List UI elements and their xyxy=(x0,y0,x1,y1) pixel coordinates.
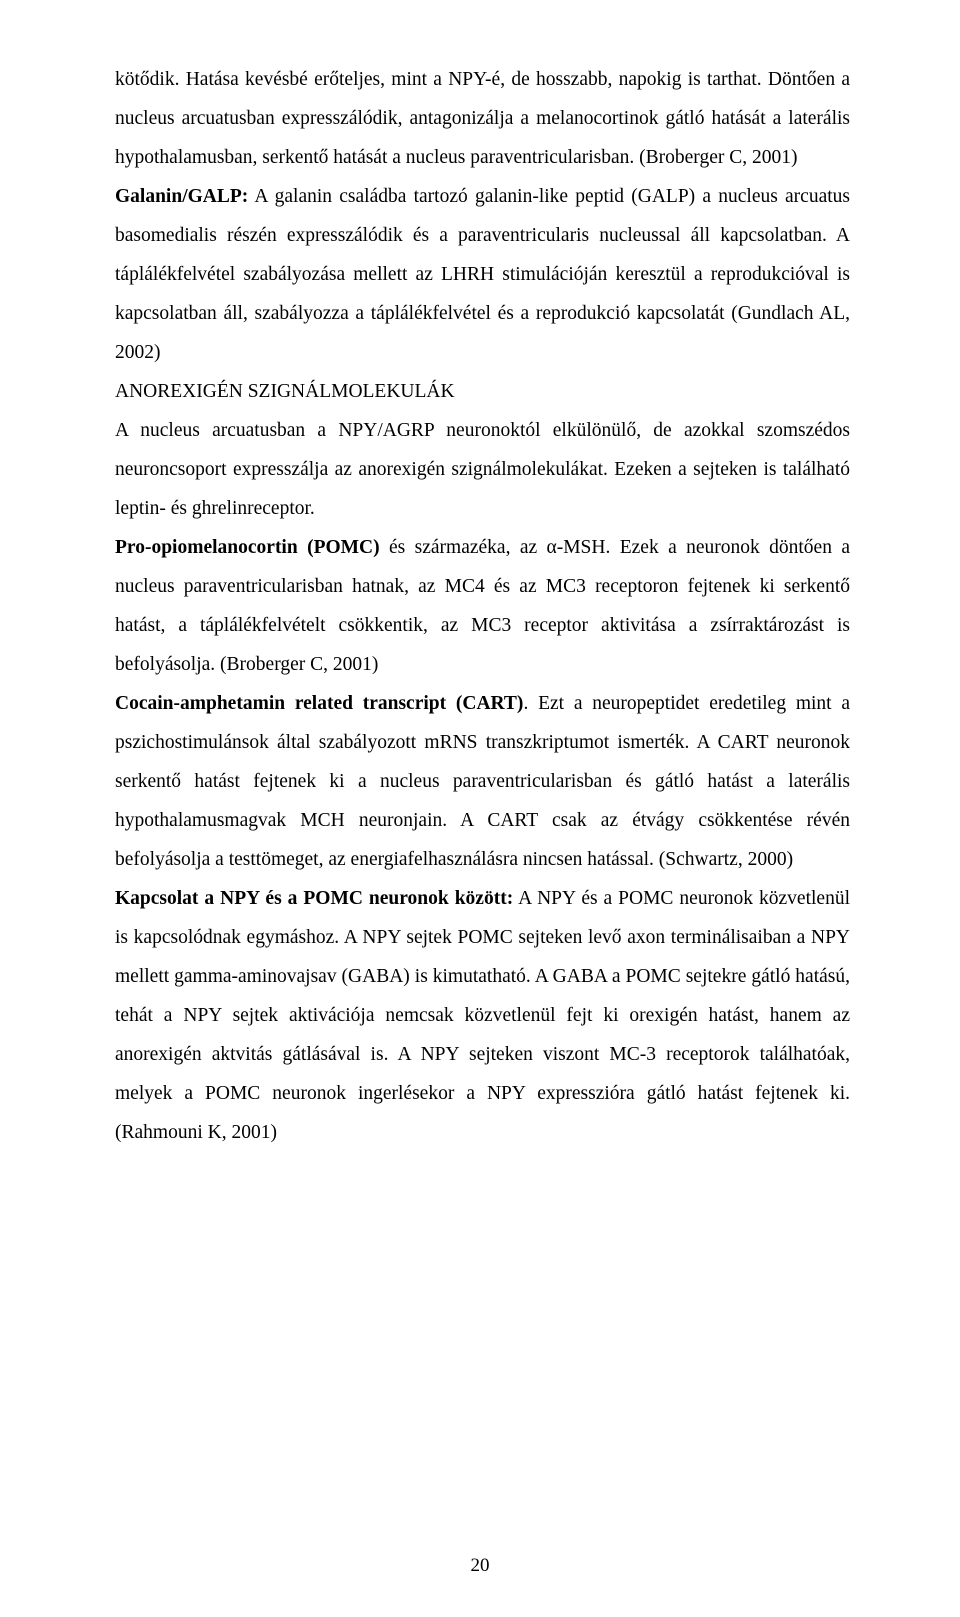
run-bold: Kapcsolat a NPY és a POMC neuronok közöt… xyxy=(115,888,513,909)
paragraph-7: Kapcsolat a NPY és a POMC neuronok közöt… xyxy=(115,879,850,1152)
text: A NPY és a POMC neuronok közvetlenül is … xyxy=(115,888,850,1143)
document-page: kötődik. Hatása kevésbé erőteljes, mint … xyxy=(0,0,960,1617)
text: A nucleus arcuatusban a NPY/AGRP neurono… xyxy=(115,420,850,519)
paragraph-6: Cocain-amphetamin related transcript (CA… xyxy=(115,684,850,879)
paragraph-4: A nucleus arcuatusban a NPY/AGRP neurono… xyxy=(115,411,850,528)
run-bold: Pro-opiomelanocortin (POMC) xyxy=(115,537,380,558)
text: kötődik. Hatása kevésbé erőteljes, mint … xyxy=(115,69,850,168)
text: . Ezt a neuropeptidet eredetileg mint a … xyxy=(115,693,850,870)
paragraph-5: Pro-opiomelanocortin (POMC) és származék… xyxy=(115,528,850,684)
page-number: 20 xyxy=(0,1555,960,1577)
paragraph-1: kötődik. Hatása kevésbé erőteljes, mint … xyxy=(115,60,850,177)
text: ANOREXIGÉN SZIGNÁLMOLEKULÁK xyxy=(115,381,455,402)
run-bold: Cocain-amphetamin related transcript (CA… xyxy=(115,693,523,714)
text: A galanin családba tartozó galanin-like … xyxy=(115,186,850,363)
run-bold: Galanin/GALP: xyxy=(115,186,248,207)
paragraph-3-heading: ANOREXIGÉN SZIGNÁLMOLEKULÁK xyxy=(115,372,850,411)
paragraph-2: Galanin/GALP: A galanin családba tartozó… xyxy=(115,177,850,372)
